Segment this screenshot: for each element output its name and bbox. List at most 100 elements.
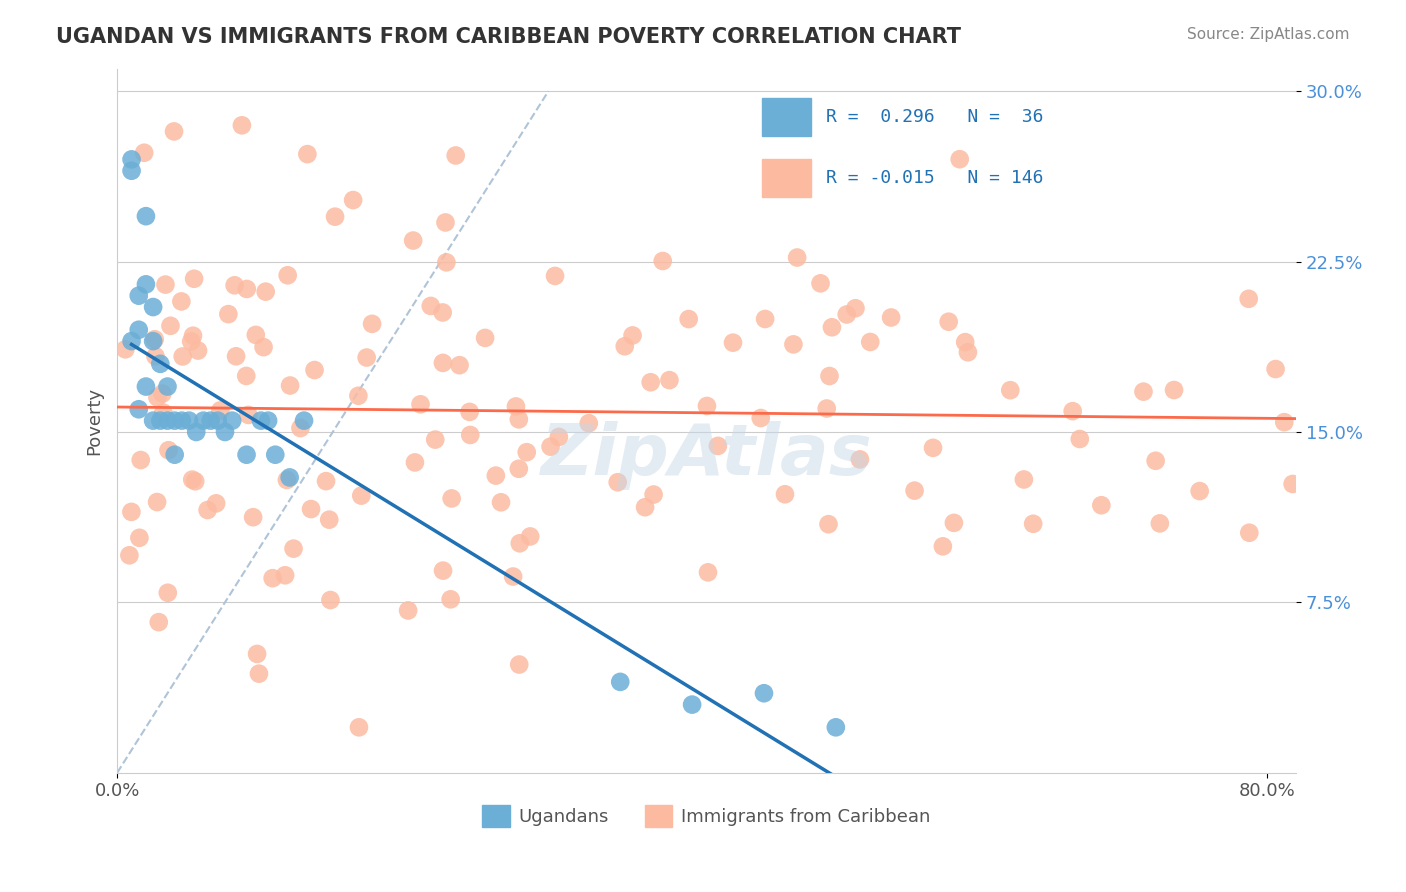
- Point: [264, 448, 287, 462]
- Point: [121, 334, 143, 348]
- Point: [145, 349, 167, 363]
- Point: [149, 414, 172, 428]
- Point: [120, 505, 142, 519]
- Point: [128, 402, 150, 417]
- Point: [1069, 432, 1091, 446]
- Point: [402, 234, 425, 248]
- Point: [304, 363, 326, 377]
- Point: [155, 277, 177, 292]
- Point: [509, 536, 531, 550]
- Point: [146, 495, 169, 509]
- Point: [146, 390, 169, 404]
- Point: [347, 389, 370, 403]
- Point: [186, 425, 208, 439]
- Point: [177, 414, 200, 428]
- Point: [721, 335, 744, 350]
- Point: [749, 411, 772, 425]
- Point: [262, 571, 284, 585]
- Point: [1149, 516, 1171, 531]
- Point: [1062, 404, 1084, 418]
- Point: [347, 720, 370, 734]
- Point: [942, 516, 965, 530]
- Point: [634, 500, 657, 515]
- Legend: Ugandans, Immigrants from Caribbean: Ugandans, Immigrants from Caribbean: [475, 797, 938, 834]
- Point: [640, 376, 662, 390]
- Point: [606, 475, 628, 490]
- Point: [609, 674, 631, 689]
- Point: [432, 305, 454, 319]
- Point: [231, 118, 253, 132]
- Point: [142, 300, 165, 314]
- Point: [396, 603, 419, 617]
- Point: [1090, 498, 1112, 512]
- Text: ZipAtlas: ZipAtlas: [541, 421, 872, 491]
- Text: UGANDAN VS IMMIGRANTS FROM CARIBBEAN POVERTY CORRELATION CHART: UGANDAN VS IMMIGRANTS FROM CARIBBEAN POV…: [56, 27, 962, 46]
- Point: [544, 268, 567, 283]
- Point: [225, 349, 247, 363]
- Point: [508, 412, 530, 426]
- Point: [696, 399, 718, 413]
- Point: [754, 312, 776, 326]
- Point: [319, 593, 342, 607]
- Point: [707, 439, 730, 453]
- Point: [163, 448, 186, 462]
- Point: [205, 496, 228, 510]
- Point: [159, 318, 181, 333]
- Point: [193, 414, 215, 428]
- Point: [156, 414, 179, 428]
- Point: [938, 315, 960, 329]
- Point: [242, 510, 264, 524]
- Point: [1012, 473, 1035, 487]
- Point: [474, 331, 496, 345]
- Point: [432, 564, 454, 578]
- Point: [440, 592, 463, 607]
- Point: [170, 414, 193, 428]
- Point: [547, 430, 569, 444]
- Point: [318, 513, 340, 527]
- Point: [844, 301, 866, 316]
- Point: [278, 470, 301, 484]
- Point: [880, 310, 903, 325]
- Point: [621, 328, 644, 343]
- Point: [187, 343, 209, 358]
- Point: [315, 474, 337, 488]
- Point: [209, 403, 232, 417]
- Point: [1163, 383, 1185, 397]
- Point: [128, 323, 150, 337]
- Point: [149, 357, 172, 371]
- Point: [299, 502, 322, 516]
- Point: [247, 666, 270, 681]
- Point: [224, 278, 246, 293]
- Point: [821, 320, 844, 334]
- Point: [235, 368, 257, 383]
- Point: [121, 153, 143, 167]
- Point: [180, 334, 202, 349]
- Point: [274, 568, 297, 582]
- Point: [197, 503, 219, 517]
- Point: [290, 421, 312, 435]
- Point: [432, 356, 454, 370]
- Point: [238, 408, 260, 422]
- Point: [1281, 477, 1303, 491]
- Point: [489, 495, 512, 509]
- Point: [297, 147, 319, 161]
- Point: [142, 414, 165, 428]
- Point: [449, 358, 471, 372]
- Point: [128, 288, 150, 302]
- Point: [810, 277, 832, 291]
- Point: [156, 586, 179, 600]
- Point: [502, 569, 524, 583]
- Point: [786, 251, 808, 265]
- Point: [1272, 415, 1295, 429]
- Point: [172, 350, 194, 364]
- Point: [434, 255, 457, 269]
- Point: [835, 308, 858, 322]
- Point: [817, 517, 839, 532]
- Point: [849, 452, 872, 467]
- Point: [434, 215, 457, 229]
- Point: [217, 307, 239, 321]
- Point: [135, 277, 157, 292]
- Point: [152, 406, 174, 420]
- Point: [235, 448, 257, 462]
- Point: [184, 475, 207, 489]
